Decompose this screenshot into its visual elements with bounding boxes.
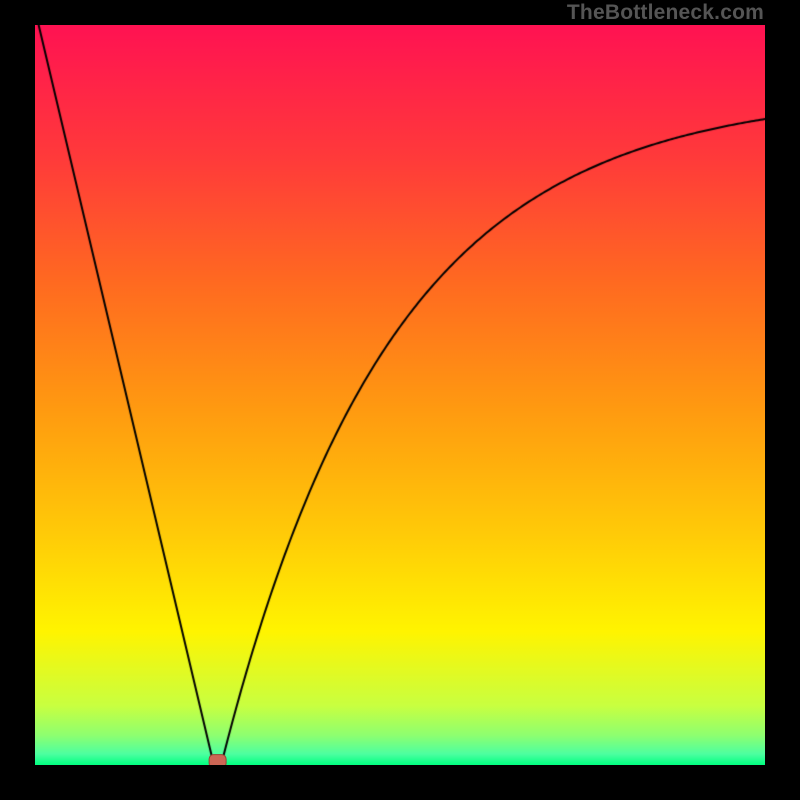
frame-bottom <box>0 765 800 800</box>
bottleneck-curve <box>35 25 765 765</box>
optimal-point-marker <box>208 754 227 765</box>
watermark-text: TheBottleneck.com <box>567 1 764 25</box>
frame-left <box>0 0 35 800</box>
plot-area <box>35 25 765 765</box>
bottleneck-chart: TheBottleneck.com <box>0 0 800 800</box>
frame-right <box>765 0 800 800</box>
